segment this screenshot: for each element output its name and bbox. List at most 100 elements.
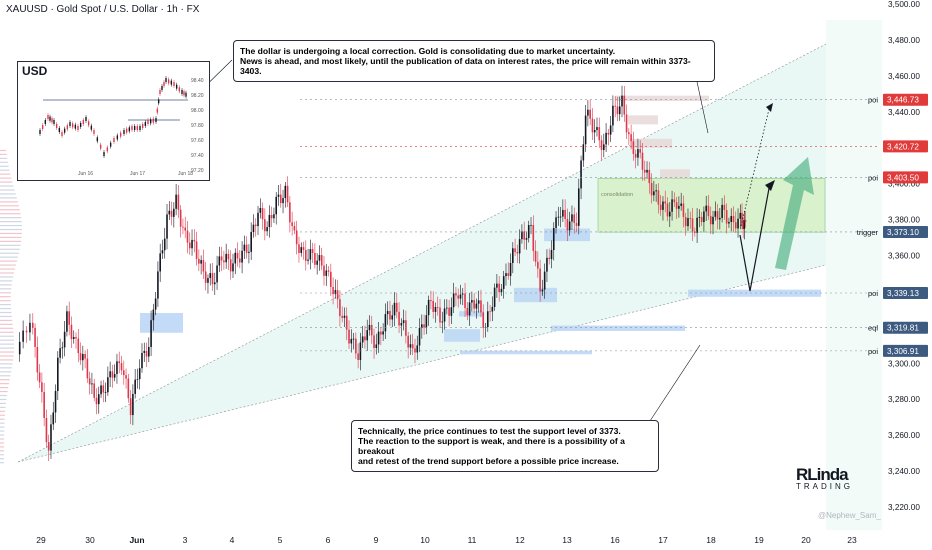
- candle-body: [195, 241, 198, 259]
- candle-body: [491, 306, 494, 312]
- candle-body: [607, 132, 610, 135]
- candle-body: [295, 230, 298, 245]
- volume-profile-bar: [0, 398, 7, 401]
- x-tick-label: 11: [468, 535, 477, 545]
- candle-body: [475, 303, 478, 309]
- candle-body: [318, 255, 321, 261]
- candle-body: [355, 338, 357, 354]
- candle-body: [395, 302, 398, 312]
- candle-body: [691, 218, 694, 232]
- candle-body: [698, 216, 701, 218]
- candle-body: [418, 328, 421, 346]
- volume-profile-bar: [0, 284, 12, 286]
- candle-body: [628, 132, 630, 135]
- candle-body: [552, 228, 555, 251]
- candle-body: [336, 290, 339, 300]
- candle-body: [432, 301, 434, 312]
- inset-candle-body: [133, 126, 136, 130]
- candle-body: [82, 353, 84, 361]
- inset-candle-body: [125, 128, 128, 133]
- candle-body: [152, 309, 155, 321]
- y-tick-label: 3,460.00: [888, 72, 920, 81]
- volume-profile-bar: [0, 161, 8, 163]
- bottom-callout-line-1: Technically, the price continues to test…: [358, 426, 621, 436]
- candle-body: [625, 114, 628, 133]
- candle-body: [279, 194, 282, 204]
- candle-body: [61, 347, 64, 349]
- bullish-arrow: [775, 157, 814, 270]
- inset-candle-body: [156, 108, 159, 113]
- candle-body: [143, 350, 146, 353]
- symbol-title[interactable]: XAUUSD · Gold Spot / U.S. Dollar · 1h · …: [6, 4, 200, 15]
- candle-body: [339, 299, 341, 317]
- candle-body: [175, 194, 177, 209]
- volume-profile-bar: [0, 355, 14, 357]
- candle-body: [22, 330, 24, 342]
- candle-body: [411, 344, 414, 349]
- candle-body: [227, 253, 230, 260]
- candle-body: [79, 353, 82, 361]
- candle-body: [637, 149, 639, 158]
- candle-body: [407, 335, 409, 348]
- volume-profile-bar: [0, 446, 5, 448]
- candle-body: [193, 239, 196, 242]
- y-tick-label: 3,500.00: [888, 0, 920, 9]
- candle-body: [443, 308, 446, 322]
- candle-body: [557, 216, 560, 218]
- candle-body: [325, 270, 328, 276]
- candle-body: [252, 224, 255, 233]
- x-tick-label: 29: [36, 535, 46, 545]
- candle-body: [541, 289, 544, 292]
- candle-body: [314, 253, 316, 265]
- volume-profile-bar: [0, 414, 5, 416]
- candle-body: [450, 307, 453, 316]
- candle-body: [466, 308, 469, 316]
- candle-body: [646, 169, 648, 173]
- candle-body: [653, 191, 655, 196]
- candle-body: [707, 205, 710, 217]
- volume-profile-bar: [0, 276, 14, 278]
- candle-body: [282, 198, 284, 204]
- candle-body: [393, 302, 396, 316]
- candle-body: [102, 385, 105, 393]
- inset-candle-body: [119, 132, 122, 137]
- volume-profile-bar: [0, 205, 19, 207]
- candle-body: [621, 95, 623, 107]
- chart-header: XAUUSD · Gold Spot / U.S. Dollar · 1h · …: [6, 4, 199, 15]
- volume-profile-bar: [0, 327, 14, 329]
- inset-candle-body: [96, 137, 99, 142]
- candle-body: [200, 260, 202, 264]
- candle-body: [93, 383, 96, 398]
- volume-profile-bar: [0, 193, 16, 195]
- inset-candle-body: [58, 128, 61, 132]
- inset-candle-body: [53, 120, 55, 124]
- consolidation-label: consolidation: [601, 192, 633, 198]
- x-tick-label: 19: [754, 535, 764, 545]
- candle-body: [609, 125, 612, 135]
- candle-body: [191, 239, 193, 249]
- liquidity-zone-6: [551, 325, 685, 331]
- candle-body: [173, 208, 175, 217]
- candle-body: [493, 287, 496, 307]
- inset-y-tick: 98.00: [191, 108, 204, 114]
- candle-body: [391, 315, 394, 320]
- inset-candle-body: [69, 122, 71, 126]
- candle-body: [334, 290, 337, 295]
- candle-body: [634, 153, 637, 158]
- inset-candle-body: [159, 90, 161, 94]
- author-credit: @Nephew_Sam_: [818, 511, 881, 520]
- candle-body: [343, 315, 346, 318]
- y-tick-label: 3,400.00: [888, 180, 920, 189]
- volume-profile-bar: [0, 438, 5, 440]
- candle-body: [664, 201, 667, 204]
- candle-body: [398, 311, 400, 326]
- level-tag-poi: poi: [868, 173, 878, 182]
- inset-x-tick: Jun 16: [78, 171, 93, 177]
- candle-body: [341, 316, 343, 318]
- y-tick-label: 3,300.00: [888, 359, 920, 368]
- inset-candle-body: [87, 121, 90, 126]
- candle-body: [218, 256, 221, 266]
- volume-profile-bar: [0, 185, 14, 187]
